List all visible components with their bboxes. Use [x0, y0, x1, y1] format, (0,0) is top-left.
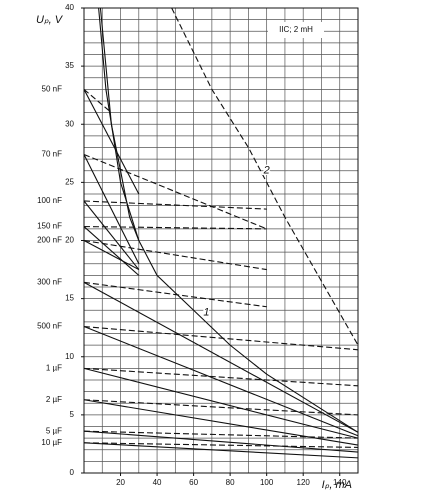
- y-tick-label: 10: [65, 352, 74, 361]
- solid-curve: [83, 326, 359, 437]
- y-tick-label: 35: [65, 61, 74, 70]
- capacitor-label: 1 µF: [46, 363, 62, 372]
- solid-curve: [83, 430, 359, 453]
- y-tick-label: 20: [65, 236, 74, 245]
- x-tick-label: 60: [189, 478, 198, 487]
- y-tick-label: 30: [65, 119, 74, 128]
- capacitor-label: 100 nF: [37, 196, 62, 205]
- y-axis-label: Uₚ, V: [36, 14, 64, 26]
- capacitor-label: 150 nF: [37, 222, 62, 231]
- solid-curve: [99, 7, 140, 241]
- x-tick-label: 100: [260, 478, 274, 487]
- y-tick-label: 5: [70, 410, 75, 419]
- dashed-curve: [83, 88, 112, 114]
- solid-curve: [83, 200, 140, 270]
- x-tick-label: 80: [226, 478, 235, 487]
- capacitor-label: 500 nF: [37, 322, 62, 331]
- dashed-curve: [83, 226, 267, 230]
- dashed-curve: [83, 430, 359, 439]
- solid-curve: [83, 442, 359, 459]
- y-tick-label: 40: [65, 3, 74, 12]
- solid-curve: [83, 399, 359, 446]
- curve-label: 1: [203, 306, 209, 318]
- capacitor-label: 200 nF: [37, 236, 62, 245]
- dashed-curve: [83, 399, 359, 416]
- solid-curve: [83, 240, 140, 271]
- x-tick-label: 20: [116, 478, 125, 487]
- solid-curve: [83, 154, 140, 264]
- y-tick-label: 25: [65, 177, 74, 186]
- solid-curve: [83, 89, 140, 195]
- curve-label: 2: [263, 165, 270, 177]
- dashed-curve: [83, 239, 267, 271]
- x-tick-label: 120: [297, 478, 311, 487]
- dashed-curve: [83, 367, 359, 387]
- dashed-curve: [83, 442, 359, 448]
- y-tick-label: 15: [65, 294, 74, 303]
- dashed-curve: [83, 153, 267, 230]
- x-axis-label: Iₚ, mA: [322, 479, 352, 491]
- dashed-curve: [83, 200, 267, 210]
- capacitor-label: 2 µF: [46, 395, 62, 404]
- solid-curve: [83, 226, 140, 276]
- capacitor-label: 5 µF: [46, 426, 62, 435]
- note: IIC; 2 mH: [279, 25, 313, 34]
- dashed-curve: [83, 281, 267, 308]
- dashed-curve: [83, 325, 359, 351]
- note-box: [268, 22, 324, 38]
- x-tick-label: 140: [333, 478, 347, 487]
- y-tick-label: 0: [70, 468, 75, 477]
- solid-curve: [83, 281, 359, 433]
- capacitor-label: 300 nF: [37, 277, 62, 286]
- capacitor-label: 70 nF: [42, 150, 63, 159]
- solid-curve: [83, 367, 359, 439]
- x-tick-label: 40: [153, 478, 162, 487]
- capacitor-label: 50 nF: [42, 84, 63, 93]
- dashed-curve: [171, 7, 359, 346]
- capacitor-label: 10 µF: [41, 438, 62, 447]
